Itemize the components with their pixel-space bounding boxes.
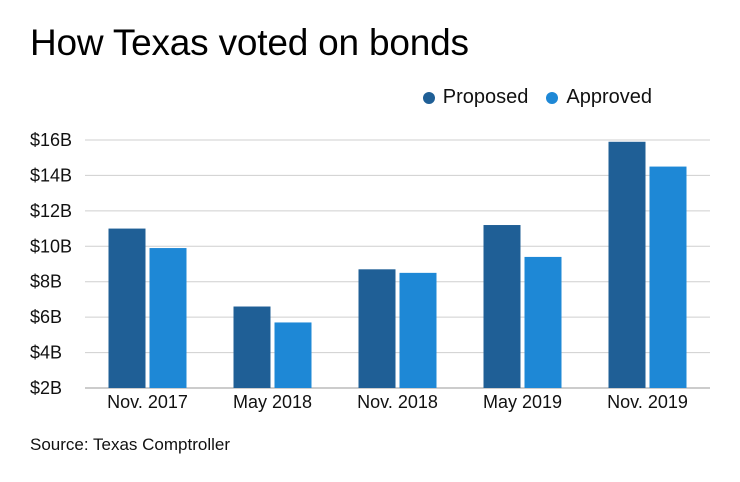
legend-label-proposed: Proposed	[442, 86, 529, 108]
legend-item-approved: Approved	[546, 86, 652, 109]
bar-approved-may-2019	[524, 256, 562, 388]
y-tick-label-16: $16B	[30, 130, 72, 150]
legend-label-approved: Approved	[566, 86, 652, 108]
x-tick-label-nov-2017: Nov. 2017	[107, 392, 188, 412]
legend-item-proposed: Proposed	[422, 86, 529, 109]
bar-approved-nov-2017	[149, 248, 187, 388]
y-tick-label-8: $8B	[30, 272, 62, 292]
legend-swatch-approved	[546, 91, 559, 104]
bar-proposed-nov-2019	[608, 141, 646, 388]
y-tick-label-14: $14B	[30, 165, 72, 185]
bar-proposed-nov-2017	[108, 228, 146, 388]
legend-swatch-proposed	[422, 91, 435, 104]
x-tick-label-nov-2019: Nov. 2019	[607, 392, 688, 412]
bar-approved-may-2018	[274, 322, 312, 388]
x-tick-label-may-2018: May 2018	[233, 392, 312, 412]
x-tick-label-may-2019: May 2019	[483, 392, 562, 412]
y-tick-label-12: $12B	[30, 201, 72, 221]
bar-approved-nov-2018	[399, 272, 437, 388]
bar-proposed-nov-2018	[358, 269, 396, 388]
y-tick-label-4: $4B	[30, 343, 62, 363]
bar-approved-nov-2019	[649, 166, 687, 388]
bar-proposed-may-2018	[233, 306, 271, 388]
legend: Proposed Approved	[422, 86, 652, 109]
chart-title: How Texas voted on bonds	[30, 22, 469, 63]
y-tick-label-10: $10B	[30, 236, 72, 256]
bar-proposed-may-2019	[483, 225, 521, 388]
y-tick-label-6: $6B	[30, 307, 62, 327]
x-tick-label-nov-2018: Nov. 2018	[357, 392, 438, 412]
y-tick-label-2: $2B	[30, 378, 62, 398]
source-note: Source: Texas Comptroller	[30, 435, 230, 454]
